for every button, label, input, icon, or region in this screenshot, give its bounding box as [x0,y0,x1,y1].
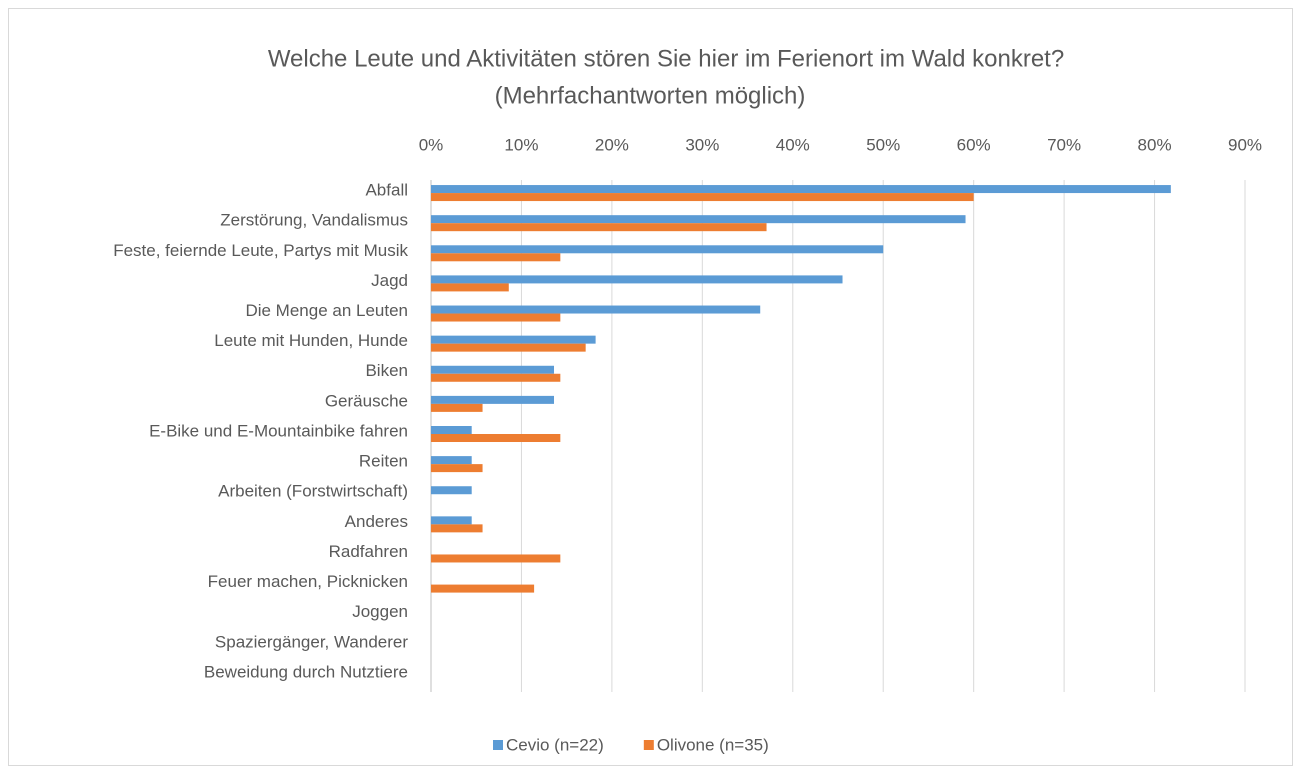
y-tick-label: Feuer machen, Picknicken [208,572,408,591]
y-tick-label: Reiten [359,452,408,471]
bar [431,215,966,224]
bar [431,185,1171,194]
x-tick-label: 60% [957,135,991,154]
y-tick-label: Arbeiten (Forstwirtschaft) [218,482,408,501]
y-tick-label: Anderes [345,512,408,531]
bar [431,335,596,344]
legend-label: Olivone (n=35) [657,735,769,754]
bar [431,343,586,352]
bar [431,373,561,382]
bar [431,486,472,495]
bar [431,554,561,563]
y-tick-label: Spaziergänger, Wanderer [215,632,408,651]
x-tick-label: 30% [685,135,719,154]
y-tick-label: Leute mit Hunden, Hunde [214,331,408,350]
y-tick-label: Beweidung durch Nutztiere [204,662,408,681]
y-tick-label: Feste, feiernde Leute, Partys mit Musik [113,241,408,260]
bar [431,524,483,533]
x-tick-label: 10% [504,135,538,154]
y-tick-label: Biken [365,361,408,380]
y-tick-label: Die Menge an Leuten [245,301,408,320]
x-tick-label: 80% [1138,135,1172,154]
chart-title: Welche Leute und Aktivitäten stören Sie … [268,45,1064,72]
bar [431,275,843,284]
chart-subtitle: (Mehrfachantworten möglich) [495,82,806,109]
legend-swatch [643,740,654,750]
bar [431,253,561,262]
bar [431,403,483,412]
x-tick-label: 20% [595,135,629,154]
y-tick-label: Zerstörung, Vandalismus [220,211,408,230]
bar [431,245,884,254]
bar [431,516,472,525]
x-tick-label: 70% [1047,135,1081,154]
y-tick-label: Radfahren [329,542,408,561]
bar [431,456,472,465]
y-tick-label: Geräusche [325,391,408,410]
bar [431,193,974,202]
y-tick-label: Joggen [352,602,408,621]
legend-swatch [493,740,503,750]
bar [431,426,472,434]
y-tick-label: E-Bike und E-Mountainbike fahren [149,421,408,440]
x-tick-label: 50% [866,135,900,154]
bar [431,223,767,232]
x-tick-label: 90% [1228,135,1262,154]
bar [431,395,555,404]
bar [431,283,509,292]
x-tick-label: 0% [419,135,444,154]
y-tick-label: Jagd [371,271,408,290]
legend-label: Cevio (n=22) [506,735,604,754]
bar [431,365,555,374]
bar [431,584,535,593]
y-tick-label: Abfall [365,181,408,200]
bar [431,313,561,322]
bar [431,464,483,473]
chart-frame [8,8,1293,766]
bar [431,434,561,442]
bar [431,305,761,314]
x-tick-label: 40% [776,135,810,154]
